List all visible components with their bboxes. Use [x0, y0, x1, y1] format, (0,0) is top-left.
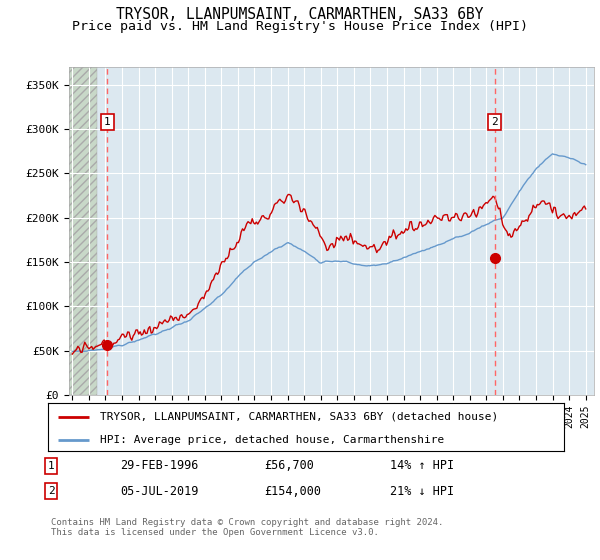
Text: 1: 1 — [104, 117, 111, 127]
Text: 1: 1 — [47, 461, 55, 471]
Text: Price paid vs. HM Land Registry's House Price Index (HPI): Price paid vs. HM Land Registry's House … — [72, 20, 528, 32]
Text: 14% ↑ HPI: 14% ↑ HPI — [390, 459, 454, 473]
Text: 21% ↓ HPI: 21% ↓ HPI — [390, 484, 454, 498]
Text: TRYSOR, LLANPUMSAINT, CARMARTHEN, SA33 6BY: TRYSOR, LLANPUMSAINT, CARMARTHEN, SA33 6… — [116, 7, 484, 22]
Text: £154,000: £154,000 — [264, 484, 321, 498]
Text: 2: 2 — [491, 117, 498, 127]
Text: 29-FEB-1996: 29-FEB-1996 — [120, 459, 199, 473]
Text: £56,700: £56,700 — [264, 459, 314, 473]
Text: 05-JUL-2019: 05-JUL-2019 — [120, 484, 199, 498]
Bar — [64, 67, 97, 395]
Text: 2: 2 — [47, 486, 55, 496]
Text: Contains HM Land Registry data © Crown copyright and database right 2024.
This d: Contains HM Land Registry data © Crown c… — [51, 518, 443, 538]
Text: TRYSOR, LLANPUMSAINT, CARMARTHEN, SA33 6BY (detached house): TRYSOR, LLANPUMSAINT, CARMARTHEN, SA33 6… — [100, 412, 498, 422]
Text: HPI: Average price, detached house, Carmarthenshire: HPI: Average price, detached house, Carm… — [100, 435, 444, 445]
